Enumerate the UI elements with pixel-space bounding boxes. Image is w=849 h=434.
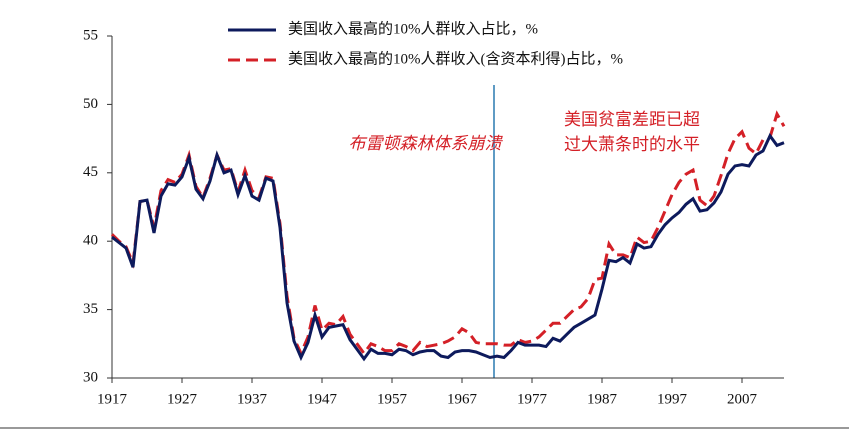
x-tick-label: 1917: [97, 391, 128, 407]
x-tick-label: 1927: [167, 391, 198, 407]
y-tick-label: 40: [83, 233, 98, 249]
x-tick-label: 1957: [377, 391, 408, 407]
x-tick-label: 1937: [237, 391, 268, 407]
x-tick-label: 1947: [307, 391, 338, 407]
y-tick-label: 35: [83, 301, 98, 317]
y-tick-label: 50: [83, 96, 98, 112]
legend-label: 美国收入最高的10%人群收入占比，%: [288, 20, 538, 37]
annotation: 布雷顿森林体系崩溃: [349, 134, 504, 153]
y-tick-label: 30: [83, 369, 98, 385]
x-tick-label: 1967: [447, 391, 478, 407]
x-tick-label: 1977: [517, 391, 548, 407]
legend-label: 美国收入最高的10%人群收入(含资本利得)占比，%: [288, 50, 623, 67]
annotation: 过大萧条时的水平: [564, 135, 700, 154]
series-line: [111, 132, 785, 362]
x-tick-label: 1997: [657, 391, 688, 407]
x-tick-label: 1987: [587, 391, 618, 407]
annotation: 美国贫富差距已超: [564, 110, 700, 129]
x-tick-label: 2007: [727, 391, 758, 407]
y-tick-label: 45: [83, 164, 98, 180]
y-tick-label: 55: [83, 27, 98, 43]
